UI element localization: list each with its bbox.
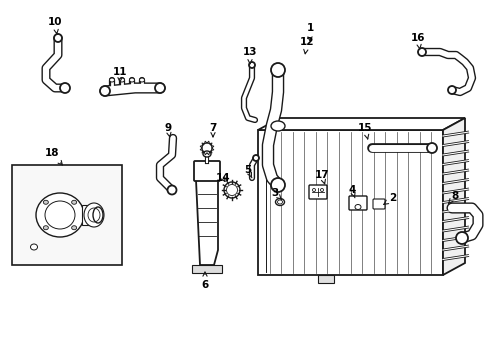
Text: 17: 17 bbox=[314, 170, 328, 184]
Ellipse shape bbox=[275, 198, 284, 206]
Ellipse shape bbox=[426, 143, 436, 153]
Ellipse shape bbox=[203, 151, 210, 157]
Polygon shape bbox=[258, 118, 464, 130]
FancyBboxPatch shape bbox=[308, 185, 326, 199]
Ellipse shape bbox=[248, 62, 254, 68]
Text: 4: 4 bbox=[347, 185, 355, 198]
Text: 14: 14 bbox=[215, 173, 230, 183]
FancyBboxPatch shape bbox=[372, 199, 384, 209]
Ellipse shape bbox=[43, 226, 48, 230]
Ellipse shape bbox=[155, 83, 164, 93]
Ellipse shape bbox=[72, 226, 77, 230]
Ellipse shape bbox=[119, 78, 124, 82]
Ellipse shape bbox=[54, 34, 62, 42]
Text: 8: 8 bbox=[447, 191, 458, 203]
Ellipse shape bbox=[30, 244, 38, 250]
Ellipse shape bbox=[447, 86, 455, 94]
Text: 15: 15 bbox=[357, 123, 371, 139]
FancyBboxPatch shape bbox=[12, 165, 122, 265]
Ellipse shape bbox=[84, 203, 104, 227]
Polygon shape bbox=[82, 205, 98, 225]
Ellipse shape bbox=[72, 200, 77, 204]
FancyBboxPatch shape bbox=[317, 275, 333, 283]
Text: 9: 9 bbox=[164, 123, 171, 137]
Ellipse shape bbox=[139, 78, 144, 82]
Ellipse shape bbox=[100, 86, 110, 96]
Text: 2: 2 bbox=[383, 193, 396, 204]
Ellipse shape bbox=[36, 193, 84, 237]
Ellipse shape bbox=[93, 207, 103, 223]
Polygon shape bbox=[196, 180, 218, 265]
Text: 1: 1 bbox=[306, 23, 313, 41]
Ellipse shape bbox=[354, 204, 360, 210]
Text: 13: 13 bbox=[242, 47, 257, 64]
Ellipse shape bbox=[455, 232, 467, 244]
Polygon shape bbox=[442, 118, 464, 275]
Ellipse shape bbox=[270, 63, 285, 77]
Text: 16: 16 bbox=[410, 33, 425, 49]
Ellipse shape bbox=[60, 83, 70, 93]
Ellipse shape bbox=[270, 178, 285, 192]
Text: 18: 18 bbox=[45, 148, 62, 165]
Text: 10: 10 bbox=[48, 17, 62, 34]
Text: 5: 5 bbox=[244, 165, 251, 178]
Text: 12: 12 bbox=[299, 37, 314, 54]
Ellipse shape bbox=[270, 121, 285, 131]
Text: 6: 6 bbox=[201, 272, 208, 290]
Ellipse shape bbox=[417, 48, 425, 56]
Ellipse shape bbox=[109, 78, 114, 82]
Ellipse shape bbox=[129, 78, 134, 82]
Text: 7: 7 bbox=[209, 123, 216, 137]
Ellipse shape bbox=[202, 143, 212, 153]
Ellipse shape bbox=[224, 182, 240, 198]
Text: 3: 3 bbox=[271, 188, 281, 199]
FancyBboxPatch shape bbox=[192, 265, 222, 273]
Text: 11: 11 bbox=[113, 67, 127, 82]
FancyBboxPatch shape bbox=[194, 161, 220, 181]
Ellipse shape bbox=[43, 200, 48, 204]
Ellipse shape bbox=[167, 185, 176, 194]
Ellipse shape bbox=[252, 155, 259, 161]
FancyBboxPatch shape bbox=[348, 196, 366, 210]
